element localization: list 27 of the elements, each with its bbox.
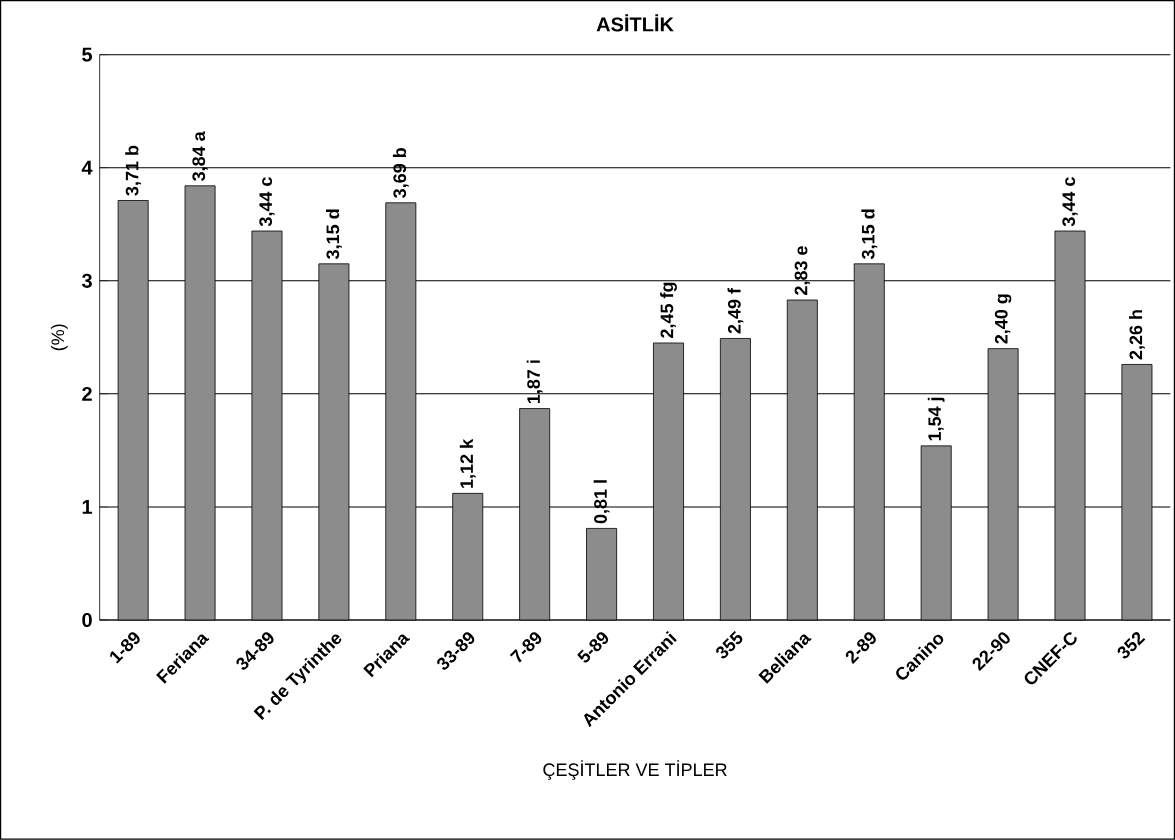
data-label: 3,71 b — [125, 145, 142, 196]
y-tick-label: 0 — [82, 613, 92, 628]
data-label: 1,12 k — [459, 439, 476, 488]
data-label: 2,49 f — [727, 288, 744, 334]
data-label: 3,15 d — [861, 209, 878, 260]
data-label: 1,87 i — [526, 360, 543, 404]
data-label: 3,84 a — [192, 131, 208, 182]
y-tick-label: 1 — [82, 500, 93, 514]
x-tick-label: 352 — [1117, 632, 1146, 659]
x-tick-label: 355 — [716, 631, 743, 659]
y-axis-title: (%) — [50, 324, 68, 351]
data-label: 3,44 c — [1062, 177, 1078, 227]
data-label: 3,44 c — [259, 177, 275, 227]
x-axis-title: ÇEŞİTLER VE TİPLER — [543, 760, 727, 780]
data-label: 2,45 fg — [660, 282, 677, 339]
y-tick-label: 5 — [82, 47, 93, 62]
data-label: 0,81 l — [593, 480, 610, 524]
data-label: 1,54 j — [927, 397, 945, 441]
data-label: 3,69 b — [392, 148, 409, 199]
y-tick-label: 4 — [81, 160, 93, 175]
data-label: 2,83 e — [794, 246, 811, 296]
data-label: 2,26 h — [1129, 310, 1145, 360]
data-label: 2,40 g — [994, 294, 1012, 344]
y-tick-label: 3 — [81, 273, 92, 288]
chart-title: ASİTLİK — [596, 14, 674, 32]
data-label: 3,15 d — [325, 209, 342, 260]
y-tick-label: 2 — [82, 387, 92, 401]
